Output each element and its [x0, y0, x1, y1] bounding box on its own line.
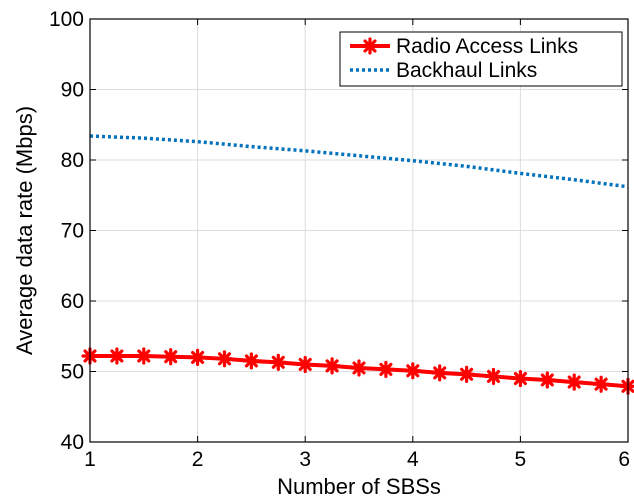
y-tick-label: 40 — [61, 431, 84, 454]
tick-labels: 1 2 3 4 5 6 40 50 60 70 80 90 100 — [49, 8, 630, 471]
x-tick-label: 1 — [84, 448, 96, 471]
data-point-radio-access-links — [108, 347, 126, 365]
data-point-radio-access-links — [404, 362, 422, 380]
data-point-radio-access-links — [296, 355, 314, 374]
y-tick-label: 70 — [61, 220, 84, 243]
y-axis-title: Average data rate (Mbps) — [12, 106, 37, 355]
data-point-radio-access-links — [377, 360, 395, 378]
data-point-radio-access-links — [458, 365, 476, 383]
data-point-radio-access-links — [215, 350, 234, 368]
data-point-radio-access-links — [538, 371, 556, 389]
x-tick-label: 6 — [618, 448, 630, 471]
data-point-radio-access-links — [431, 364, 449, 382]
data-point-radio-access-links — [350, 359, 368, 377]
data-point-radio-access-links — [565, 373, 583, 391]
data-point-radio-access-links — [242, 352, 260, 370]
y-tick-label: 100 — [49, 8, 84, 31]
legend-marker-radio-access-links — [361, 37, 379, 55]
x-tick-label: 4 — [407, 448, 419, 471]
data-point-radio-access-links — [511, 369, 530, 388]
plot-frame — [89, 18, 629, 443]
y-tick-label: 90 — [61, 79, 84, 102]
data-point-radio-access-links — [269, 353, 287, 371]
legend: Radio Access Links Backhaul Links — [339, 31, 623, 87]
data-point-radio-access-links — [592, 375, 610, 393]
data-point-radio-access-links — [323, 357, 341, 375]
y-tick-label: 60 — [61, 290, 84, 313]
y-tick-label: 50 — [61, 361, 84, 384]
x-tick-label: 3 — [299, 448, 311, 471]
x-tick-label: 5 — [515, 448, 527, 471]
data-point-radio-access-links — [189, 348, 207, 366]
x-axis-title: Number of SBSs — [277, 474, 441, 499]
x-tick-label: 2 — [192, 448, 204, 471]
series-layer — [81, 134, 634, 395]
legend-label-radio-access-links: Radio Access Links — [396, 35, 578, 58]
data-point-radio-access-links — [162, 348, 180, 366]
y-tick-label: 80 — [61, 149, 84, 172]
legend-label-backhaul-links: Backhaul Links — [396, 59, 537, 82]
series-line-backhaul-links — [89, 134, 629, 189]
legend-box — [339, 31, 623, 87]
data-point-radio-access-links — [135, 347, 153, 365]
data-point-radio-access-links — [484, 367, 503, 386]
